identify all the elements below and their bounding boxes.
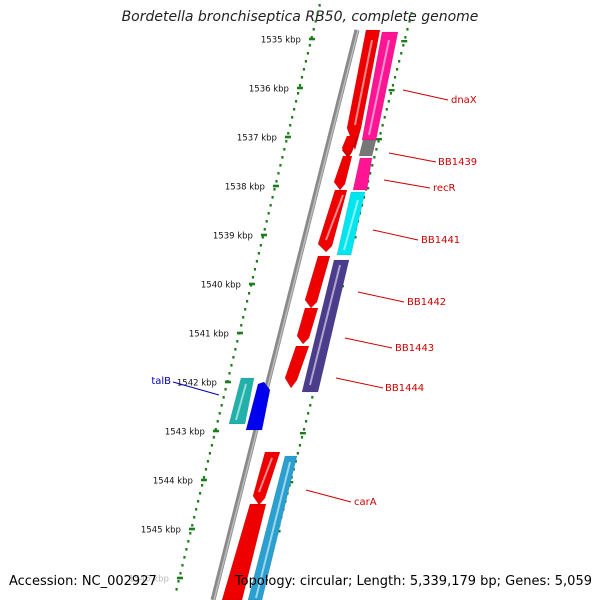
ruler-tick-label: 1537 kbp [237, 134, 277, 144]
kbp-ruler-ticks: 1535 kbp 1536 kbp 1537 kbp 1538 kbp 1539 kbp… [129, 36, 315, 585]
ruler-tick-label: 1541 kbp [189, 330, 229, 340]
gene-label-BB1442[interactable]: BB1442 [407, 297, 446, 308]
leader-line-recR [383, 179, 431, 189]
leader-line-carA [305, 489, 352, 503]
leader-line-dnaX [402, 89, 449, 101]
leader-line-BB1444 [335, 377, 384, 389]
gene-label-talB[interactable]: talB [151, 376, 171, 387]
ruler-tick-mark [296, 86, 303, 90]
gene-label-BB1439[interactable]: BB1439 [438, 157, 477, 168]
ruler-tick-mark [284, 135, 291, 139]
accession-text: Accession: NC_002927 [9, 574, 157, 589]
gene-label-BB1443[interactable]: BB1443 [395, 343, 434, 354]
gene-arrow-red[interactable] [333, 155, 353, 191]
ruler-tick-mark [212, 429, 219, 433]
ruler-tick-mark [236, 331, 243, 335]
ruler-tick-mark [308, 37, 315, 41]
leader-line-BB1443 [344, 337, 393, 349]
ruler-tick-mark [188, 527, 195, 531]
gene-arrow-red[interactable] [221, 503, 267, 600]
ruler-tick-mark [248, 282, 255, 286]
ruler-tick-label: 1543 kbp [165, 428, 205, 438]
gene-arrow-red[interactable] [341, 135, 358, 157]
gene-labels[interactable]: dnaX BB1439 recR BB1441 BB1442 BB1443 BB1444 ca… [151, 95, 477, 508]
ruler-tick-label: 1539 kbp [213, 232, 253, 242]
gene-features [221, 29, 399, 600]
gene-grey-BB1439[interactable] [358, 139, 377, 157]
ruler-tick-label: 1544 kbp [153, 477, 193, 487]
ruler-tick-label: 1542 kbp [177, 379, 217, 389]
gene-label-recR[interactable]: recR [433, 183, 456, 194]
ruler-tick-mark [260, 233, 267, 237]
gene-arrow-red[interactable] [304, 255, 331, 309]
leader-line-BB1441 [372, 229, 419, 241]
map-title: Bordetella bronchiseptica RB50, complete… [121, 9, 479, 25]
ruler-tick-mark [272, 184, 279, 188]
gene-magenta-recR[interactable] [352, 157, 373, 191]
ruler-tick-mark [224, 380, 231, 384]
ruler-tick-label: 1545 kbp [141, 526, 181, 536]
leader-line-talB [172, 381, 220, 396]
leader-line-BB1442 [357, 291, 405, 303]
ruler-tick-label: 1536 kbp [249, 85, 289, 95]
gene-blue-talB[interactable] [245, 381, 271, 431]
gene-label-BB1444[interactable]: BB1444 [385, 383, 424, 394]
gene-arrow-red[interactable] [296, 307, 319, 345]
ruler-tick-mark [176, 576, 183, 580]
ruler-tick-mark [200, 478, 207, 482]
backbone [210, 29, 360, 600]
ruler-tick-label: 1540 kbp [201, 281, 241, 291]
gene-label-carA[interactable]: carA [354, 497, 377, 508]
label-leader-lines [172, 89, 449, 503]
ruler-tick-label: 1546 kbp [129, 575, 169, 585]
gene-arrow-red[interactable] [284, 345, 310, 389]
ruler-tick-label: 1538 kbp [225, 183, 265, 193]
gene-label-BB1441[interactable]: BB1441 [421, 235, 460, 246]
ruler-tick-label: 1535 kbp [261, 36, 301, 46]
leader-line-BB1439 [388, 152, 437, 163]
gene-label-dnaX[interactable]: dnaX [451, 95, 477, 106]
genome-stats-text: Topology: circular; Length: 5,339,179 bp… [234, 574, 592, 589]
